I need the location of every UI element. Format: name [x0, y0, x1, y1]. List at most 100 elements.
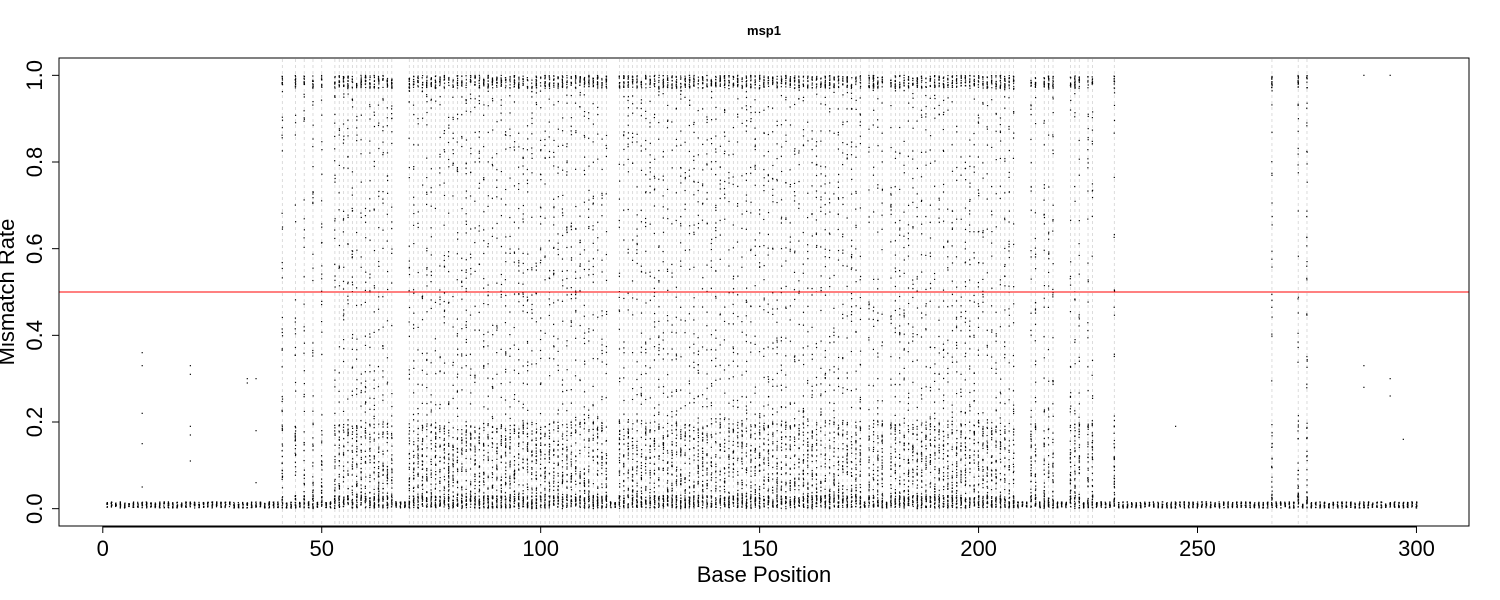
data-point [535, 423, 537, 425]
data-point [496, 428, 498, 430]
data-point [518, 81, 520, 83]
data-point [338, 452, 340, 454]
data-point [443, 224, 445, 226]
data-point [351, 366, 354, 368]
data-point [342, 315, 345, 317]
data-point [369, 87, 371, 89]
data-point [439, 303, 441, 305]
data-point [505, 497, 507, 499]
data-point [461, 257, 463, 259]
data-point [338, 86, 340, 88]
data-point [356, 483, 358, 485]
data-point [483, 104, 485, 106]
data-point [482, 442, 485, 445]
data-point [474, 451, 476, 453]
data-point [303, 474, 305, 476]
data-point [575, 483, 577, 485]
data-point [535, 477, 537, 479]
data-point [303, 441, 305, 444]
data-point [334, 77, 336, 79]
data-point [522, 459, 524, 461]
data-point [365, 506, 367, 508]
data-point [373, 458, 375, 460]
data-point [513, 84, 515, 86]
data-point [303, 396, 305, 398]
data-point [456, 335, 458, 337]
data-point [321, 114, 323, 116]
data-point [430, 99, 432, 101]
data-point [439, 500, 441, 502]
data-point [527, 268, 529, 271]
data-point [417, 85, 419, 87]
data-point [491, 501, 493, 503]
data-point [281, 82, 283, 84]
data-point [452, 427, 454, 429]
data-point [417, 75, 419, 77]
data-point [391, 86, 393, 88]
data-point [513, 501, 515, 503]
data-point [487, 195, 489, 197]
data-point [426, 468, 428, 470]
data-point [461, 500, 463, 502]
data-point [408, 453, 410, 455]
data-point [461, 355, 463, 357]
data-point [544, 470, 546, 473]
data-point [443, 310, 446, 312]
data-point [505, 442, 507, 444]
data-point [592, 273, 594, 275]
data-point [207, 504, 209, 506]
data-point [557, 462, 559, 464]
data-point [360, 456, 362, 459]
data-point [474, 492, 476, 495]
data-point [355, 304, 358, 307]
data-point [465, 163, 467, 165]
data-point [496, 78, 498, 80]
data-point [483, 85, 485, 87]
data-point [518, 77, 520, 79]
data-point [106, 506, 108, 508]
data-point [566, 487, 568, 489]
data-point [364, 371, 366, 373]
data-point [448, 445, 450, 447]
data-point [421, 464, 423, 466]
data-point [391, 436, 393, 438]
data-point [456, 500, 459, 502]
data-point [412, 84, 415, 86]
data-point [500, 198, 502, 200]
data-point [356, 379, 358, 381]
data-point [535, 262, 537, 264]
data-point [496, 77, 498, 79]
data-point [369, 497, 371, 499]
data-point [474, 75, 476, 78]
data-point [312, 352, 314, 354]
data-point [518, 282, 520, 284]
data-point [457, 505, 459, 507]
data-point [487, 496, 489, 498]
data-point [408, 267, 410, 269]
data-point [474, 445, 476, 447]
data-point [474, 459, 476, 461]
data-point [526, 433, 528, 435]
data-point [443, 259, 445, 262]
data-point [518, 484, 520, 486]
data-point [391, 425, 393, 427]
data-point [470, 267, 472, 270]
data-point [584, 492, 586, 494]
data-point [421, 480, 423, 482]
data-point [447, 496, 450, 498]
data-point [408, 480, 410, 483]
data-point [457, 170, 459, 173]
data-point [343, 446, 345, 448]
data-point [513, 326, 515, 329]
data-point [522, 458, 524, 460]
data-point [115, 505, 117, 507]
data-point [443, 428, 445, 430]
data-point [294, 346, 297, 349]
data-point [421, 495, 423, 498]
data-point [526, 77, 528, 79]
data-point [356, 506, 358, 508]
data-point [531, 454, 533, 456]
data-point [268, 502, 270, 504]
data-point [496, 82, 498, 84]
data-point [461, 207, 463, 210]
